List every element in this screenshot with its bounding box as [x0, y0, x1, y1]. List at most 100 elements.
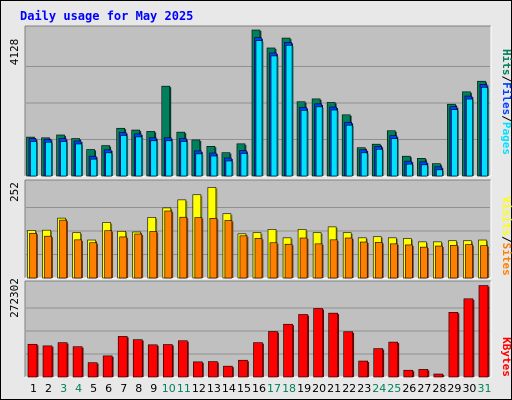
day-tick-label: 8 — [135, 382, 142, 395]
sites-bar — [299, 237, 308, 279]
day-tick-label: 28 — [432, 382, 446, 395]
sites-bar — [465, 244, 473, 279]
kbytes-bar — [193, 361, 203, 378]
day-tick-label: 10 — [162, 382, 176, 395]
pages-bar — [390, 138, 398, 177]
sites-bar — [134, 233, 143, 279]
legend-sites: Sites — [500, 243, 512, 276]
sites-bar — [359, 241, 368, 279]
hits-y-max-label: 4128 — [8, 39, 21, 66]
day-tick-label: 3 — [60, 382, 67, 395]
sites-bar — [104, 230, 112, 279]
kbytes-bar — [208, 361, 218, 378]
sites-bar — [59, 219, 67, 279]
pages-bar — [45, 141, 52, 177]
kbytes-bar — [448, 312, 459, 378]
pages-bar — [135, 136, 143, 177]
sites-bar — [420, 246, 428, 279]
day-tick-label: 20 — [312, 382, 326, 395]
day-tick-label: 9 — [150, 382, 157, 395]
kbytes-bar — [268, 331, 278, 378]
kbytes-bar — [403, 369, 414, 378]
sites-bar — [119, 236, 127, 279]
sites-bar — [239, 235, 248, 279]
kbytes-legend: KBytes — [500, 337, 512, 377]
sites-bar — [89, 242, 97, 279]
sites-bar — [179, 216, 188, 279]
kbytes-bar — [298, 314, 308, 378]
sites-bar — [329, 239, 338, 279]
kbytes-bar — [42, 345, 53, 378]
kbytes-bar — [57, 342, 68, 378]
pages-bar — [270, 55, 278, 177]
day-tick-label: 29 — [447, 382, 461, 395]
sites-bar — [74, 239, 82, 279]
day-tick-label: 12 — [192, 382, 206, 395]
kbytes-bar — [162, 344, 173, 378]
day-tick-label: 31 — [477, 382, 491, 395]
sites-bar — [269, 242, 278, 279]
kbytes-bar — [253, 342, 263, 378]
day-tick-label: 7 — [120, 382, 127, 395]
pages-bar — [150, 140, 158, 177]
pages-bar — [451, 109, 458, 177]
sites-bar — [480, 245, 488, 279]
sites-bar — [149, 231, 158, 279]
pages-bar — [75, 143, 82, 177]
day-tick-label: 26 — [402, 382, 416, 395]
kbytes-bar — [223, 365, 233, 378]
kbytes-bar — [27, 343, 38, 378]
day-tick-label: 6 — [105, 382, 112, 395]
sites-bar — [435, 245, 443, 279]
kbytes-bar — [72, 346, 83, 378]
sites-bar — [164, 210, 173, 279]
day-tick-label: 15 — [237, 382, 251, 395]
day-tick-label: 17 — [267, 382, 281, 395]
kbytes-bar — [87, 362, 98, 378]
legend-files: Files — [500, 82, 512, 115]
kbytes-bar — [132, 339, 143, 378]
pages-bar — [466, 98, 473, 177]
kbytes-bar — [343, 331, 353, 378]
legend-separator: / — [500, 115, 512, 122]
sites-bar — [224, 220, 233, 279]
day-tick-label: 5 — [90, 382, 97, 395]
day-tick-label: 24 — [372, 382, 386, 395]
pages-bar — [90, 158, 97, 177]
pages-bar — [60, 141, 67, 177]
kbytes-bar — [433, 373, 444, 378]
sites-bar — [209, 218, 218, 279]
day-tick-label: 13 — [207, 382, 221, 395]
legend-pages: Pages — [500, 122, 512, 155]
pages-bar — [285, 45, 293, 177]
legend-visits: Visits — [500, 196, 512, 236]
sites-bar — [389, 243, 398, 279]
pages-bar — [421, 164, 428, 177]
day-tick-label: 16 — [252, 382, 266, 395]
sites-bar — [344, 237, 353, 279]
day-tick-label: 2 — [45, 382, 52, 395]
pages-bar — [436, 169, 443, 177]
pages-bar — [210, 155, 218, 177]
pages-bar — [315, 106, 323, 177]
hits-legend: Hits/Files/Pages — [500, 49, 512, 155]
pages-bar — [105, 152, 112, 177]
pages-bar — [375, 148, 383, 177]
kbytes-bar — [238, 359, 248, 378]
kbytes-bar — [147, 344, 158, 378]
sites-bar — [194, 217, 203, 279]
sites-bar — [374, 242, 383, 279]
kbytes-bar — [313, 308, 323, 378]
pages-bar — [345, 124, 353, 177]
pages-bar — [330, 109, 338, 177]
pages-bar — [481, 87, 488, 177]
pages-bar — [180, 141, 188, 177]
day-tick-label: 27 — [417, 382, 431, 395]
pages-bar — [300, 110, 308, 177]
day-tick-label: 1 — [30, 382, 37, 395]
pages-bar — [240, 153, 248, 177]
day-tick-label: 21 — [327, 382, 341, 395]
sites-bar — [254, 238, 263, 279]
sites-bar — [284, 243, 293, 279]
